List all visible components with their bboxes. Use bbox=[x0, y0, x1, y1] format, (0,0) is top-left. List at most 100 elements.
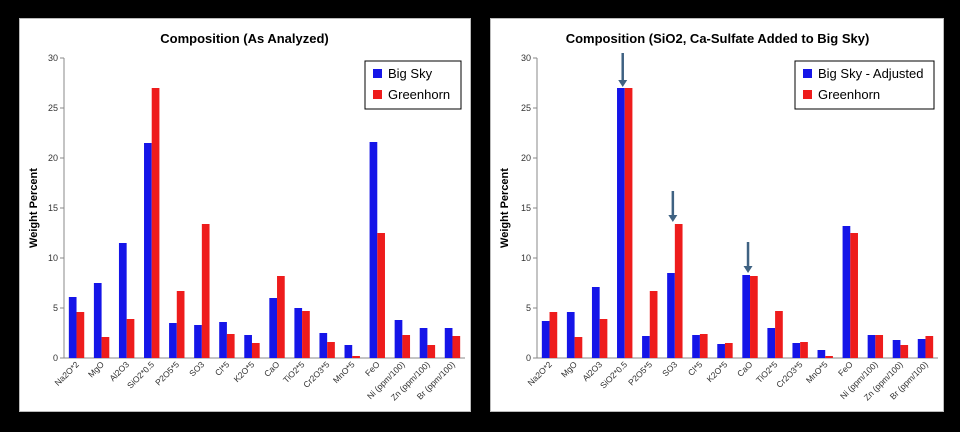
chart2-legend-swatch-greenhorn bbox=[803, 90, 812, 99]
chart1-x-tick-label: K2O*5 bbox=[232, 359, 257, 384]
chart1-bar-big-sky-mgo bbox=[93, 283, 102, 358]
chart2-bar-big-sky-adjusted-cao bbox=[742, 275, 751, 358]
chart1-y-tick-label: 5 bbox=[53, 303, 58, 313]
chart2-bar-greenhorn-sio2-0-5 bbox=[624, 88, 633, 358]
chart2-bar-big-sky-adjusted-k2o-5 bbox=[717, 344, 725, 358]
chart1-bar-big-sky-al2o3 bbox=[118, 243, 127, 358]
chart2-bar-greenhorn-cao bbox=[750, 276, 758, 358]
chart2-legend-label-big-sky-adjusted: Big Sky - Adjusted bbox=[818, 66, 924, 81]
chart1-bar-greenhorn-p2o5-5 bbox=[176, 291, 185, 358]
chart2-bar-big-sky-adjusted-na2o-2 bbox=[541, 321, 550, 358]
chart2-bar-greenhorn-mno-5 bbox=[825, 356, 833, 358]
chart2-y-axis-label: Weight Percent bbox=[499, 168, 511, 248]
chart2-title: Composition (SiO2, Ca-Sulfate Added to B… bbox=[566, 31, 870, 46]
chart2-y-tick-label: 25 bbox=[521, 103, 531, 113]
chart2-bar-big-sky-adjusted-cr2o3-5 bbox=[792, 343, 801, 358]
chart2-x-tick-label: Cr2O3*5 bbox=[774, 359, 805, 390]
chart2-bar-greenhorn-mgo bbox=[574, 337, 583, 358]
chart1-x-tick-label: CaO bbox=[262, 359, 282, 379]
chart1-bar-greenhorn-cl-5 bbox=[226, 334, 235, 358]
chart1-bar-big-sky-br-ppm-100 bbox=[444, 328, 453, 358]
chart1-bar-greenhorn-cr2o3-5 bbox=[327, 342, 335, 358]
chart1-title: Composition (As Analyzed) bbox=[160, 31, 329, 46]
chart1-bar-greenhorn-mno-5 bbox=[352, 356, 360, 358]
chart1-y-tick-label: 0 bbox=[53, 353, 58, 363]
chart2-bar-greenhorn-k2o-5 bbox=[724, 343, 733, 358]
chart2-bar-big-sky-adjusted-mno-5 bbox=[817, 350, 826, 358]
chart2-bar-greenhorn-zn-ppm-100 bbox=[900, 345, 909, 358]
chart2-bar-big-sky-adjusted-feo bbox=[842, 226, 851, 358]
chart1-bar-big-sky-mno-5 bbox=[344, 345, 353, 358]
chart1-bar-big-sky-cao bbox=[269, 298, 278, 358]
chart2-y-tick-label: 20 bbox=[521, 153, 531, 163]
chart2-x-tick-label: MgO bbox=[559, 359, 579, 379]
chart-as-analyzed: Composition (As Analyzed) 0 5 10 15 20 25 30 Wei… bbox=[28, 31, 465, 402]
chart2-y-tick-label: 10 bbox=[521, 253, 531, 263]
chart1-bar-big-sky-na2o-2 bbox=[68, 297, 77, 358]
chart1-y-tick-label: 15 bbox=[48, 203, 58, 213]
chart1-bar-big-sky-ni-ppm-100 bbox=[394, 320, 403, 358]
chart2-legend-swatch-big-sky-adjusted bbox=[803, 69, 812, 78]
chart2-bar-big-sky-adjusted-sio2-0-5 bbox=[617, 88, 625, 358]
chart1-bar-big-sky-cr2o3-5 bbox=[319, 333, 328, 358]
chart2-bar-big-sky-adjusted-cl-5 bbox=[692, 335, 700, 358]
chart2-x-tick-label: SiO2*0.5 bbox=[598, 359, 629, 390]
chart1-y-axis-label: Weight Percent bbox=[28, 168, 40, 248]
chart1-x-tick-label: FeO bbox=[363, 359, 382, 378]
chart-panel-adjusted: Composition (SiO2, Ca-Sulfate Added to B… bbox=[490, 18, 944, 412]
chart2-x-tick-label: FeO bbox=[836, 359, 855, 378]
chart2-bar-greenhorn-al2o3 bbox=[599, 319, 608, 358]
chart1-x-tick-label: MnO*5 bbox=[331, 359, 357, 385]
chart2-bar-greenhorn-na2o-2 bbox=[549, 312, 558, 358]
chart2-bar-big-sky-adjusted-mgo bbox=[566, 312, 575, 358]
chart1-bar-greenhorn-zn-ppm-100 bbox=[427, 345, 436, 358]
chart1-bar-big-sky-p2o5-5 bbox=[169, 323, 177, 358]
chart2-bar-big-sky-adjusted-zn-ppm-100 bbox=[892, 340, 901, 358]
chart1-bar-greenhorn-so3 bbox=[201, 224, 210, 358]
chart2-bar-big-sky-adjusted-so3 bbox=[667, 273, 675, 358]
chart1-legend-label-greenhorn: Greenhorn bbox=[388, 87, 450, 102]
chart1-x-tick-label: MgO bbox=[86, 359, 106, 379]
chart1-bar-greenhorn-mgo bbox=[101, 337, 110, 358]
chart2-x-tick-label: SO3 bbox=[660, 359, 679, 378]
chart1-bar-greenhorn-cao bbox=[277, 276, 285, 358]
chart2-bar-greenhorn-so3 bbox=[674, 224, 683, 358]
chart1-x-tick-label: P2O5*5 bbox=[153, 359, 181, 387]
chart2-y-tick-label: 0 bbox=[526, 353, 531, 363]
chart2-y-tick-label: 15 bbox=[521, 203, 531, 213]
chart2-legend-box bbox=[794, 60, 935, 110]
chart1-bar-greenhorn-sio2-0-5 bbox=[151, 88, 160, 358]
chart1-bar-greenhorn-k2o-5 bbox=[251, 343, 260, 358]
chart1-legend-swatch-big-sky bbox=[373, 69, 382, 78]
chart2-x-tick-label: P2O5*5 bbox=[626, 359, 654, 387]
chart1-y-tick-label: 20 bbox=[48, 153, 58, 163]
chart1-x-tick-label: Cr2O3*5 bbox=[301, 359, 332, 390]
chart1-bar-big-sky-zn-ppm-100 bbox=[419, 328, 428, 358]
chart2-bar-big-sky-adjusted-p2o5-5 bbox=[642, 336, 650, 358]
chart-adjusted: Composition (SiO2, Ca-Sulfate Added to B… bbox=[499, 31, 938, 402]
chart2-x-tick-label: Cl*5 bbox=[686, 359, 705, 378]
chart2-arrow-head-sio2-0-5 bbox=[618, 80, 628, 87]
chart2-bar-big-sky-adjusted-br-ppm-100 bbox=[917, 339, 926, 358]
chart-panel-as-analyzed: Composition (As Analyzed) 0 5 10 15 20 25 30 Wei… bbox=[19, 18, 471, 412]
chart1-legend-swatch-greenhorn bbox=[373, 90, 382, 99]
chart2-x-tick-label: MnO*5 bbox=[804, 359, 830, 385]
chart1-y-tick-label: 10 bbox=[48, 253, 58, 263]
chart2-bar-big-sky-adjusted-ni-ppm-100 bbox=[867, 335, 876, 358]
chart1-bar-greenhorn-feo bbox=[377, 233, 385, 358]
chart1-x-tick-label: SO3 bbox=[187, 359, 206, 378]
chart2-x-tick-label: Na2O*2 bbox=[525, 359, 554, 388]
chart1-bar-greenhorn-na2o-2 bbox=[76, 312, 85, 358]
chart1-y-tick-label: 30 bbox=[48, 53, 58, 63]
chart2-y-tick-label: 5 bbox=[526, 303, 531, 313]
chart1-bar-greenhorn-br-ppm-100 bbox=[452, 336, 461, 358]
chart2-y-tick-label: 30 bbox=[521, 53, 531, 63]
chart2-bar-greenhorn-feo bbox=[850, 233, 858, 358]
chart1-bar-big-sky-sio2-0-5 bbox=[144, 143, 152, 358]
chart1-y-tick-label: 25 bbox=[48, 103, 58, 113]
chart1-x-tick-label: SiO2*0.5 bbox=[125, 359, 156, 390]
chart2-bar-greenhorn-cr2o3-5 bbox=[800, 342, 808, 358]
chart1-bar-big-sky-cl-5 bbox=[219, 322, 227, 358]
chart2-bar-greenhorn-ni-ppm-100 bbox=[875, 335, 884, 358]
chart2-arrow-head-so3 bbox=[668, 215, 678, 222]
